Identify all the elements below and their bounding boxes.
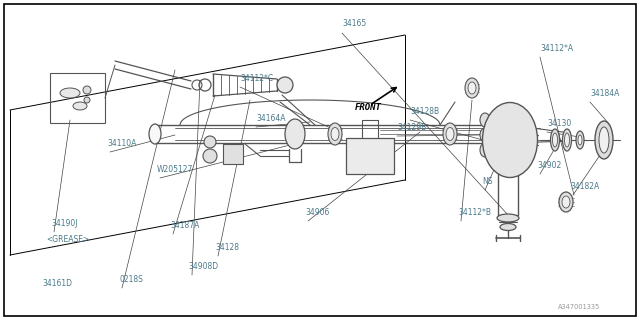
Ellipse shape <box>149 124 161 144</box>
Text: 34906: 34906 <box>305 208 330 217</box>
Ellipse shape <box>559 192 573 212</box>
Text: 34112*C: 34112*C <box>240 74 273 83</box>
Bar <box>223 144 243 164</box>
Circle shape <box>204 136 216 148</box>
Text: 34165: 34165 <box>342 19 366 28</box>
Text: 34130: 34130 <box>547 119 572 128</box>
Text: 34187A: 34187A <box>170 221 200 230</box>
Text: 34128B: 34128B <box>410 107 439 116</box>
Text: 0218S: 0218S <box>119 275 143 284</box>
Text: 34164A: 34164A <box>256 114 285 123</box>
Ellipse shape <box>564 133 570 147</box>
Ellipse shape <box>500 223 516 230</box>
Text: 34182A: 34182A <box>570 182 599 191</box>
Ellipse shape <box>328 123 342 145</box>
Text: FRONT: FRONT <box>355 103 382 112</box>
Ellipse shape <box>599 127 609 153</box>
Ellipse shape <box>443 123 457 145</box>
Ellipse shape <box>285 119 305 149</box>
Text: 34161D: 34161D <box>42 279 72 288</box>
Text: 34110A: 34110A <box>107 139 136 148</box>
Circle shape <box>83 86 91 94</box>
Ellipse shape <box>563 129 572 151</box>
Text: 34112*B: 34112*B <box>458 208 491 217</box>
Ellipse shape <box>483 102 538 178</box>
Text: 34129B: 34129B <box>397 123 426 132</box>
Circle shape <box>277 77 293 93</box>
Ellipse shape <box>578 135 582 145</box>
Text: 34902: 34902 <box>537 161 561 170</box>
Ellipse shape <box>468 82 476 94</box>
Ellipse shape <box>331 127 339 140</box>
Ellipse shape <box>480 143 490 157</box>
Ellipse shape <box>576 131 584 149</box>
Ellipse shape <box>497 214 519 222</box>
Text: 34190J: 34190J <box>51 219 77 228</box>
Ellipse shape <box>446 127 454 140</box>
Text: 34128: 34128 <box>215 243 239 252</box>
Circle shape <box>84 97 90 103</box>
Ellipse shape <box>465 78 479 98</box>
Ellipse shape <box>60 88 80 98</box>
Ellipse shape <box>73 102 87 110</box>
Ellipse shape <box>562 196 570 208</box>
Ellipse shape <box>552 133 557 147</box>
Ellipse shape <box>550 129 559 151</box>
Text: <GREASE>: <GREASE> <box>46 235 89 244</box>
FancyBboxPatch shape <box>346 138 394 174</box>
Text: 34184A: 34184A <box>590 89 620 98</box>
Ellipse shape <box>480 128 490 142</box>
Bar <box>50 73 105 123</box>
Text: W205127: W205127 <box>157 165 193 174</box>
Text: A347001335: A347001335 <box>558 304 600 310</box>
Text: NS: NS <box>482 177 493 186</box>
Ellipse shape <box>480 113 490 127</box>
Circle shape <box>203 149 217 163</box>
Text: 34908D: 34908D <box>188 262 218 271</box>
Text: 34112*A: 34112*A <box>540 44 573 53</box>
Ellipse shape <box>595 121 613 159</box>
